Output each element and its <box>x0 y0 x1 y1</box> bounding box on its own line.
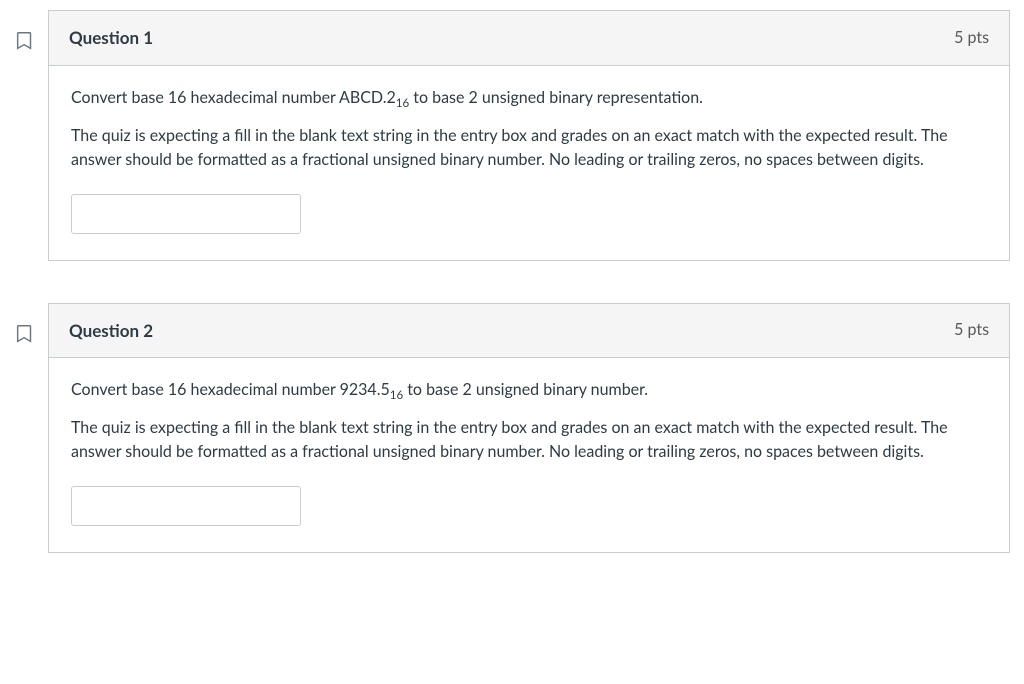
quiz-container: Question 1 5 pts Convert base 16 hexadec… <box>0 0 1024 605</box>
prompt-part-b: to base 2 unsigned binary representation… <box>409 88 703 107</box>
question-points: 5 pts <box>954 26 989 50</box>
question-row: Question 1 5 pts Convert base 16 hexadec… <box>14 10 1010 261</box>
question-title: Question 1 <box>69 25 153 51</box>
question-title: Question 2 <box>69 318 153 344</box>
bookmark-icon[interactable] <box>14 323 36 345</box>
prompt-part-a: Convert base 16 hexadecimal number ABCD.… <box>71 88 396 107</box>
question-instructions: The quiz is expecting a fill in the blan… <box>71 124 987 172</box>
prompt-part-a: Convert base 16 hexadecimal number 9234.… <box>71 380 390 399</box>
question-row: Question 2 5 pts Convert base 16 hexadec… <box>14 303 1010 554</box>
question-card: Question 2 5 pts Convert base 16 hexadec… <box>48 303 1010 554</box>
question-header: Question 1 5 pts <box>49 11 1009 66</box>
question-points: 5 pts <box>954 318 989 342</box>
question-instructions: The quiz is expecting a fill in the blan… <box>71 416 987 464</box>
question-card: Question 1 5 pts Convert base 16 hexadec… <box>48 10 1010 261</box>
question-prompt: Convert base 16 hexadecimal number ABCD.… <box>71 86 987 110</box>
answer-input[interactable] <box>71 486 301 526</box>
bookmark-icon[interactable] <box>14 30 36 52</box>
prompt-subscript: 16 <box>396 97 409 110</box>
question-header: Question 2 5 pts <box>49 304 1009 359</box>
question-prompt: Convert base 16 hexadecimal number 9234.… <box>71 378 987 402</box>
question-body: Convert base 16 hexadecimal number 9234.… <box>49 358 1009 552</box>
answer-input[interactable] <box>71 194 301 234</box>
question-body: Convert base 16 hexadecimal number ABCD.… <box>49 66 1009 260</box>
prompt-subscript: 16 <box>390 389 403 402</box>
prompt-part-b: to base 2 unsigned binary number. <box>403 380 648 399</box>
